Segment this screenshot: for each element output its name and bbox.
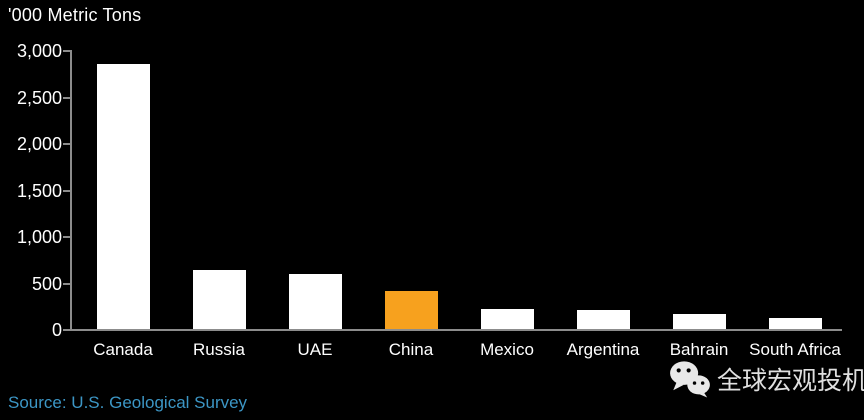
y-axis-tick-label: 2,500 <box>16 87 62 108</box>
bar-uae <box>288 274 342 329</box>
bar-canada <box>96 64 150 329</box>
y-axis-tick-label: 1,500 <box>16 180 62 201</box>
y-axis-line <box>70 50 72 331</box>
chart-title: '000 Metric Tons <box>8 5 142 25</box>
y-axis-tick-label: 2,000 <box>16 134 62 154</box>
bar-china <box>384 291 438 329</box>
y-axis-tick-label: 500 <box>31 273 62 294</box>
y-axis-tick-label: 0 <box>51 320 62 340</box>
watermark-text: 全球宏观投机 <box>717 367 864 395</box>
x-category-label: Argentina <box>566 340 640 359</box>
y-axis-tick <box>63 143 70 145</box>
bar-bahrain <box>672 314 726 329</box>
x-category-label: South Africa <box>749 340 841 359</box>
watermark: 全球宏观投机 <box>668 360 864 398</box>
x-category-label: Canada <box>93 340 153 359</box>
bar-russia <box>192 270 246 329</box>
bar-mexico <box>480 309 534 329</box>
bar-south-africa <box>768 318 822 329</box>
y-axis-tick-label: 1,000 <box>16 227 62 247</box>
y-axis-tick-label: 3,000 <box>16 41 62 61</box>
x-category-label: Bahrain <box>669 340 729 359</box>
y-axis-tick <box>63 50 70 52</box>
x-category-label: Mexico <box>480 340 534 359</box>
y-axis-tick <box>63 282 70 285</box>
x-category-label: UAE <box>297 340 333 359</box>
y-axis-tick <box>63 236 70 238</box>
y-axis-tick <box>63 329 70 331</box>
x-axis-line <box>70 329 842 331</box>
x-category-label: China <box>388 340 434 359</box>
bar-argentina <box>576 310 630 329</box>
x-category-label: Russia <box>193 340 245 359</box>
y-axis-tick <box>63 189 70 192</box>
source-caption: Source: U.S. Geological Survey <box>8 393 248 412</box>
wechat-icon <box>670 361 710 398</box>
y-axis-tick <box>63 96 70 99</box>
